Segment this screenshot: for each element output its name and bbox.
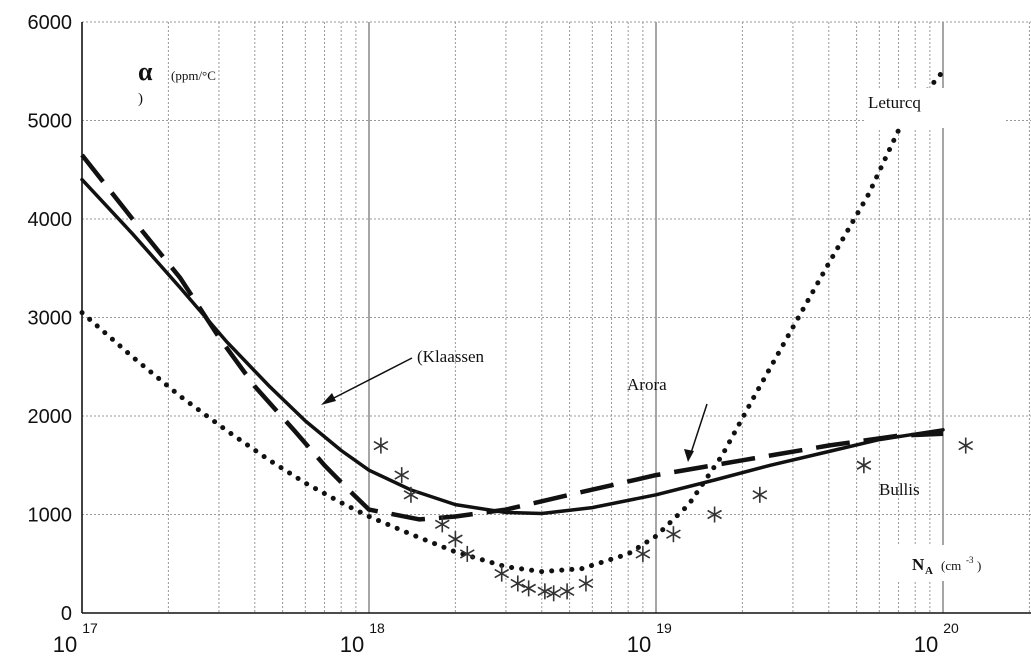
bullis-marker (448, 531, 463, 548)
bullis-marker (510, 575, 526, 592)
y-tick-label: 2000 (28, 406, 73, 428)
x-tick-label-base: 10 (914, 632, 938, 657)
series-label-leturcq: Leturcq (868, 93, 921, 112)
xlabel-box (895, 545, 1010, 581)
y-tick-label: 5000 (28, 111, 73, 133)
x-tick-labels: 10 17 10 18 10 19 10 20 (53, 620, 959, 657)
bullis-marker (856, 457, 872, 474)
bullis-marker (707, 506, 722, 523)
bullis-marker (578, 575, 594, 592)
bullis-marker (958, 437, 974, 454)
ylabel-unit-close: ) (138, 91, 143, 107)
arora-arrow (684, 403, 708, 462)
bullis-marker (752, 486, 768, 503)
klaassen-arrow (321, 357, 413, 405)
y-tick-label: 6000 (28, 12, 73, 34)
y-tick-label: 1000 (28, 505, 73, 527)
axes (81, 22, 1031, 614)
y-tick-label: 0 (61, 603, 72, 625)
x-tick-label-base: 10 (627, 632, 651, 657)
bullis-marker (459, 545, 475, 562)
bullis-marker (521, 580, 537, 597)
bullis-marker (666, 526, 681, 543)
bullis-marker (494, 565, 510, 582)
xlabel-sub: A (925, 565, 933, 577)
x-tick-label-exp: 20 (943, 620, 959, 636)
bullis-marker (373, 437, 389, 454)
x-tick-label-exp: 18 (369, 620, 385, 636)
y-tick-label: 3000 (28, 308, 73, 330)
x-tick-label-base: 10 (340, 632, 364, 657)
series-lines (79, 68, 946, 575)
series-line-dotted (79, 68, 946, 575)
bullis-marker (559, 583, 575, 600)
series-label-klaassen: (Klaassen (417, 347, 485, 366)
bullis-marker (394, 467, 410, 484)
y-tick-labels: 0 1000 2000 3000 4000 5000 6000 (28, 12, 73, 625)
bullis-marker (403, 486, 419, 503)
bullis-marker (546, 585, 562, 602)
xlabel-unit-exp: -3 (966, 555, 974, 565)
xlabel-unit-close: ) (977, 558, 981, 573)
xlabel-unit-open: (cm (941, 558, 961, 573)
ylabel-symbol: α (138, 57, 153, 86)
leturcq-label-box (864, 88, 1004, 128)
series-label-bullis: Bullis (879, 480, 920, 499)
bullis-marker (434, 516, 450, 533)
y-tick-label: 4000 (28, 209, 73, 231)
series-line-dashed (80, 153, 944, 522)
bullis-marker (635, 545, 651, 562)
series-line-solid (80, 177, 945, 516)
x-tick-label-exp: 17 (82, 620, 98, 636)
bullis-marker (537, 583, 553, 600)
series-label-arora: Arora (627, 375, 667, 394)
x-tick-label-base: 10 (53, 632, 77, 657)
bullis-markers (373, 437, 974, 602)
x-tick-label-exp: 19 (656, 620, 672, 636)
ylabel-unit: (ppm/°C (171, 68, 216, 83)
xlabel-symbol: N (912, 555, 925, 574)
